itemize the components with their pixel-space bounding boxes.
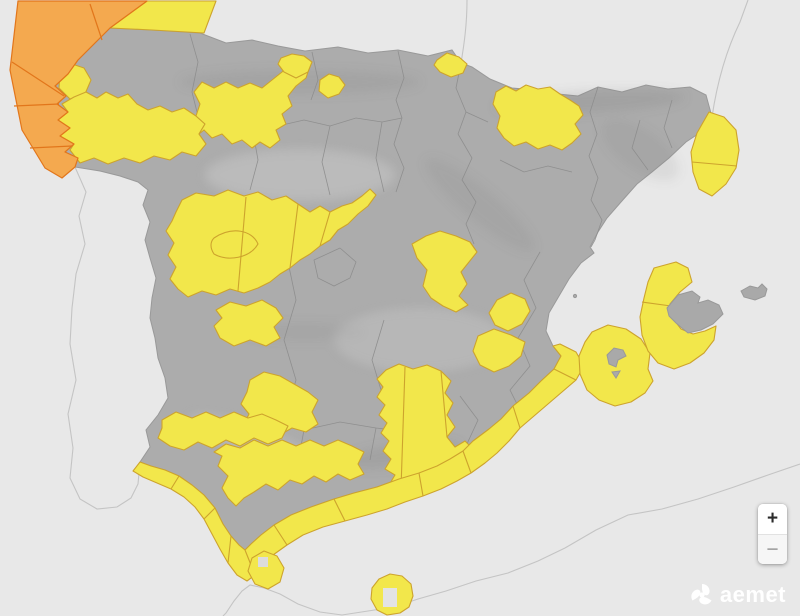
warning-zone-cadiz-malaga-interior[interactable] [213,439,365,507]
zone-internal-border [289,203,299,269]
ibiza-island [606,347,627,368]
marine-zone-divider [418,472,424,497]
africa-coastline [222,463,800,616]
formentera-island [611,370,621,379]
zoom-control: + − [758,504,787,564]
zone-internal-border [319,211,331,247]
yellow-warning-zones [57,0,740,616]
warning-zone-galicia-atlantic-coastal-waters[interactable] [9,0,148,179]
melilla-land [383,588,397,607]
warning-zone-ceuta[interactable] [247,550,285,590]
warning-zone-gudar-maestrazgo[interactable] [488,292,531,332]
marine-zone-divider [227,535,232,564]
warning-zone-rincon-de-ademuz[interactable] [472,328,526,373]
france-mediterranean-coast [711,0,749,118]
mallorca-island [666,290,724,334]
marine-zone-divider [13,103,60,107]
warning-zone-caceres-villuercas[interactable] [213,299,284,347]
marine-zone-divider [512,405,521,429]
menorca-island [740,283,768,301]
marine-zone-divider [462,450,472,474]
zoom-control-divider [758,533,787,535]
warning-zone-serrania-de-cuenca[interactable] [411,230,478,313]
marine-zone-divider [553,368,577,381]
warning-zone-mallorca-west-coastal-waters[interactable] [639,261,717,370]
warning-zone-asturias-coast[interactable] [277,53,313,79]
warning-zone-costa-brava-coastal-waters[interactable] [690,111,740,197]
islands [258,283,768,607]
marine-zone-divider [333,498,346,522]
marine-zone-divider [89,3,103,41]
ceuta-land [258,557,268,567]
marine-zone-divider [170,475,180,490]
zoom-in-button[interactable]: + [758,504,787,534]
warning-zone-navarre-pyrenees[interactable] [492,84,584,151]
warning-zone-cantabria-interior[interactable] [318,73,346,99]
warning-zone-sistema-central[interactable] [165,188,377,298]
marine-zone-divider [273,524,288,546]
warning-zone-sevilla-cordoba-interior[interactable] [157,411,289,451]
aemet-logo: aemet [689,582,786,608]
zone-internal-border [440,370,448,438]
zone-internal-border [237,196,247,292]
france-atlantic-coast [460,0,468,64]
aemet-pinwheel-icon [691,584,712,605]
zone-internal-border [400,366,406,490]
marine-zone-divider [641,301,672,307]
foreign-coastlines [67,0,800,616]
marine-zone-divider [29,145,73,149]
marine-zone-divider [691,161,738,167]
aemet-logo-text: aemet [719,582,786,607]
portugal-coastline [67,166,141,510]
zoom-out-button[interactable]: − [758,534,787,564]
warning-zone-southeast-south-coastal-waters[interactable] [132,343,585,582]
marine-zone-divider [11,61,65,97]
warning-zone-cantabrian-mountains[interactable] [193,59,311,149]
orange-warning-zones [9,0,148,179]
warning-zone-basque-coast[interactable] [433,52,468,78]
marine-zone-divider [203,507,216,520]
columbretes-islet [572,293,578,299]
zone-internal-border [210,230,259,259]
